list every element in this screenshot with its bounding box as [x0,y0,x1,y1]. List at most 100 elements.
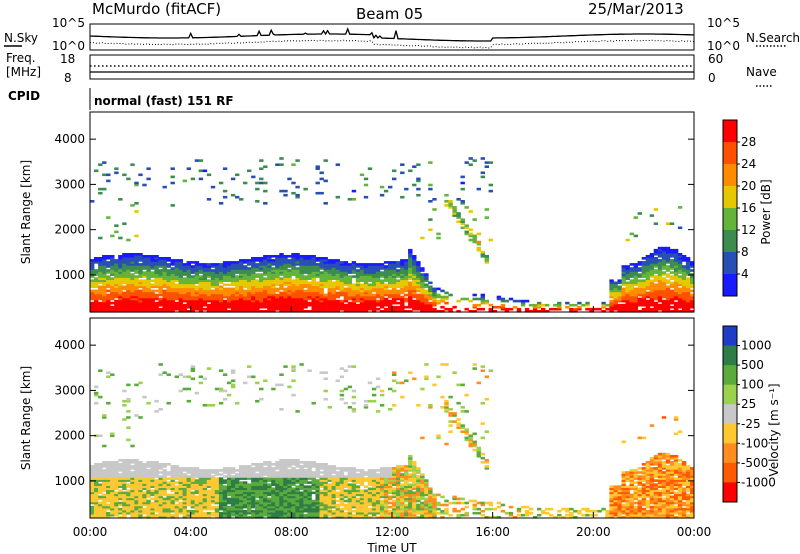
heatmap-cell [388,475,393,478]
heatmap-cell [319,287,324,291]
heatmap-cell [186,509,191,513]
heatmap-cell [239,481,244,484]
heatmap-cell [251,513,256,517]
heatmap-cell [609,310,614,313]
heatmap-cell [243,477,248,480]
heatmap-cell [214,287,220,291]
heatmap-cell [299,263,304,266]
heatmap-cell [685,285,691,289]
heatmap-cell [295,287,300,291]
heatmap-cell [295,479,300,482]
heatmap-cell [247,485,252,488]
heatmap-cell [146,301,151,305]
heatmap-cell [138,295,143,299]
heatmap-cell [460,220,465,223]
heatmap-cell [114,493,119,497]
heatmap-cell [327,303,332,307]
colorbar-tick-label: 12 [741,223,756,237]
heatmap-cell [190,299,196,303]
heatmap-cell [158,310,163,313]
heatmap-cell [375,491,381,495]
heatmap-cell [681,273,687,276]
heatmap-cell [202,513,208,517]
heatmap-cell [114,171,119,175]
heatmap-cell [299,255,304,258]
heatmap-cell [182,473,187,476]
heatmap-cell [271,287,276,291]
heatmap-cell [359,265,365,268]
heatmap-cell [226,479,232,482]
heatmap-cell [118,467,123,470]
heatmap-cell [645,265,651,268]
heatmap-cell [323,371,328,374]
heatmap-cell [146,295,151,299]
heatmap-cell [625,271,630,274]
heatmap-cell [335,511,340,515]
heatmap-cell [198,375,204,379]
heatmap-cell [138,285,143,289]
heatmap-cell [134,269,139,272]
heatmap-cell [214,481,220,484]
heatmap-cell [388,487,393,491]
heatmap-cell [484,261,489,264]
heatmap-cell [371,273,377,276]
heatmap-cell [319,283,324,287]
heatmap-cell [359,289,365,293]
heatmap-cell [98,303,103,307]
heatmap-cell [472,236,477,240]
heatmap-cell [222,299,228,303]
heatmap-cell [162,283,167,287]
heatmap-cell [351,283,357,287]
heatmap-cell [271,503,276,507]
heatmap-cell [400,307,405,311]
heatmap-cell [299,475,304,478]
heatmap-cell [617,281,622,285]
heatmap-cell [166,509,171,513]
heatmap-cell [488,183,493,187]
heatmap-cell [182,477,187,480]
heatmap-cell [690,303,695,307]
heatmap-cell [645,307,651,311]
heatmap-cell [444,301,449,305]
heatmap-cell [416,289,421,293]
heatmap-cell [214,283,220,287]
heatmap-cell [339,287,345,291]
heatmap-cell [609,295,614,299]
heatmap-cell [456,214,461,217]
heatmap-cell [452,210,457,213]
heatmap-cell [239,277,244,280]
heatmap-cell [661,271,667,274]
heatmap-cell [230,497,236,501]
heatmap-cell [359,269,365,272]
heatmap-cell [339,393,345,397]
heatmap-cell [202,295,208,299]
heatmap-cell [279,287,284,291]
heatmap-cell [295,283,300,287]
heatmap-cell [118,307,123,311]
heatmap-cell [315,481,320,484]
heatmap-cell [126,283,131,287]
heatmap-cell [355,499,361,503]
heatmap-cell [122,301,127,305]
heatmap-cell [295,255,300,258]
heatmap-cell [102,501,107,505]
heatmap-cell [621,295,626,299]
noise-search-trace [89,39,695,49]
heatmap-cell [363,477,369,480]
heatmap-cell [146,269,151,272]
heatmap-cell [170,509,175,513]
heatmap-cell [174,301,179,305]
heatmap-cell [170,471,175,474]
heatmap-cell [170,291,175,295]
heatmap-cell [335,473,340,476]
heatmap-cell [138,481,143,484]
heatmap-cell [565,301,570,305]
heatmap-cell [347,471,353,474]
heatmap-cell [412,261,417,264]
heatmap-cell [170,277,175,280]
heatmap-cell [150,293,155,297]
heatmap-cell [319,513,324,517]
heatmap-cell [126,285,131,289]
heatmap-cell [202,279,208,282]
heatmap-cell [319,275,324,278]
